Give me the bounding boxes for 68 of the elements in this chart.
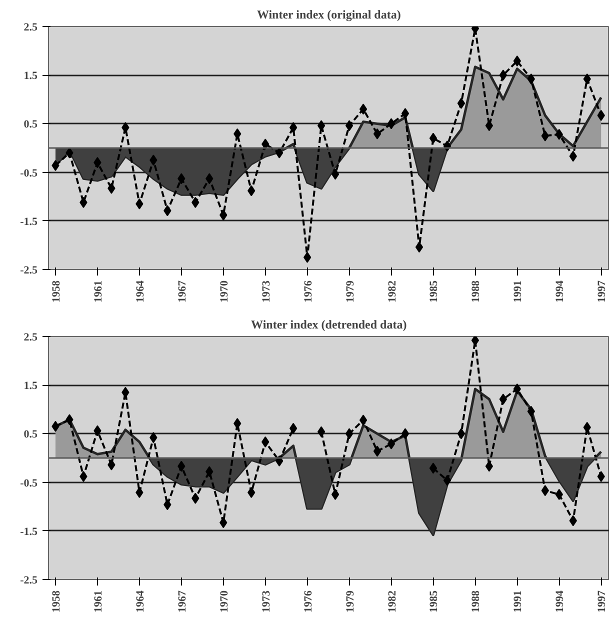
x-tick-label: 1997 xyxy=(596,280,608,302)
point xyxy=(303,252,312,263)
y-tick-label: 1.5 xyxy=(24,380,38,392)
x-tick-label: 1988 xyxy=(470,280,482,302)
point xyxy=(387,118,396,130)
y-tick-label: 2.5 xyxy=(24,22,38,34)
point xyxy=(359,104,368,115)
point xyxy=(457,98,466,109)
y-tick-label: 1.5 xyxy=(24,70,38,82)
point xyxy=(317,426,326,438)
point xyxy=(457,428,466,440)
point xyxy=(401,428,410,440)
x-tick-label: 1991 xyxy=(512,280,524,302)
x-tick-label: 1994 xyxy=(554,590,566,612)
y-tick-label: -1.5 xyxy=(20,216,38,228)
y-tick-label: -0.5 xyxy=(20,167,38,180)
x-tick-label: 1979 xyxy=(344,590,356,612)
point xyxy=(359,414,368,426)
x-tick-label: 1979 xyxy=(344,280,356,302)
y-tick-label: 0.5 xyxy=(24,118,38,131)
point xyxy=(429,132,438,144)
y-tick-label: -1.5 xyxy=(20,526,38,538)
point xyxy=(373,446,382,457)
point xyxy=(499,70,508,81)
x-tick-label: 1985 xyxy=(428,280,440,302)
x-tick-label: 1997 xyxy=(596,590,608,612)
x-tick-label: 1976 xyxy=(302,590,314,612)
x-tick-label: 1964 xyxy=(134,590,146,612)
point xyxy=(331,488,340,500)
point xyxy=(345,428,354,440)
x-tick-label: 1982 xyxy=(386,590,398,612)
x-tick-label: 1973 xyxy=(260,280,272,302)
point xyxy=(443,474,452,486)
point xyxy=(387,438,396,450)
point xyxy=(289,122,298,134)
x-tick-label: 1988 xyxy=(470,590,482,612)
x-tick-label: 1967 xyxy=(176,280,188,302)
x-tick-label: 1961 xyxy=(92,590,104,612)
point xyxy=(485,460,494,472)
point xyxy=(331,168,340,180)
x-tick-label: 1970 xyxy=(218,280,230,302)
chart-title: Winter index (original data) xyxy=(256,8,401,22)
x-tick-label: 1958 xyxy=(50,280,62,302)
point xyxy=(401,108,410,119)
x-tick-label: 1964 xyxy=(134,280,146,302)
point xyxy=(373,128,382,140)
x-tick-label: 1982 xyxy=(386,280,398,302)
x-tick-label: 1961 xyxy=(92,280,104,302)
x-tick-label: 1967 xyxy=(176,590,188,612)
x-tick-label: 1985 xyxy=(428,590,440,612)
x-tick-label: 1973 xyxy=(260,590,272,612)
y-tick-label: -2.5 xyxy=(20,264,38,276)
x-tick-label: 1958 xyxy=(50,590,62,612)
y-tick-label: 0.5 xyxy=(24,428,38,441)
point xyxy=(485,120,494,132)
point xyxy=(499,394,508,405)
x-tick-label: 1991 xyxy=(512,590,524,612)
point xyxy=(429,462,438,474)
point xyxy=(289,422,298,434)
y-tick-label: -2.5 xyxy=(20,574,38,586)
x-tick-label: 1970 xyxy=(218,590,230,612)
x-tick-label: 1994 xyxy=(554,280,566,302)
y-tick-label: 2.5 xyxy=(24,332,38,344)
chart-title: Winter index (detrended data) xyxy=(251,318,407,332)
x-tick-label: 1976 xyxy=(302,280,314,302)
point xyxy=(345,120,354,132)
point xyxy=(415,242,424,253)
y-tick-label: -0.5 xyxy=(20,477,38,490)
